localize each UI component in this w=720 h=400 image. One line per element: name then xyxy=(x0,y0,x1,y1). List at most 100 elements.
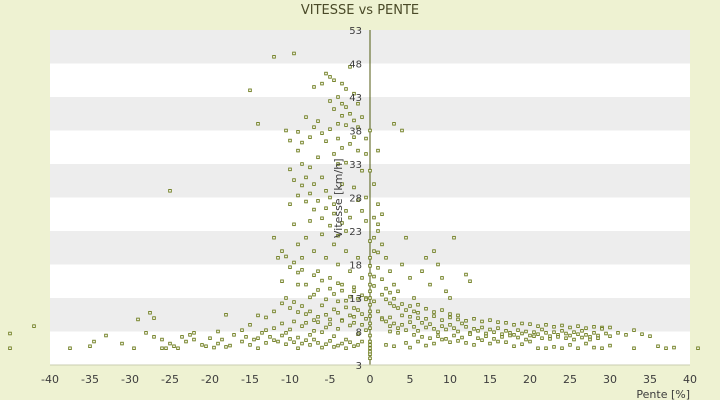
scatter-point xyxy=(228,343,232,348)
scatter-point xyxy=(132,346,136,351)
scatter-point xyxy=(304,175,308,180)
scatter-point xyxy=(288,327,292,332)
x-tick-label: 40 xyxy=(683,373,697,386)
scatter-point xyxy=(616,331,620,335)
scatter-point xyxy=(456,339,460,343)
scatter-point xyxy=(220,337,224,342)
scatter-point xyxy=(372,249,376,253)
scatter-point xyxy=(340,319,344,323)
scatter-point xyxy=(392,304,396,308)
scatter-point xyxy=(540,327,544,332)
scatter-point xyxy=(488,341,492,346)
scatter-point xyxy=(356,308,360,312)
scatter-point xyxy=(296,270,300,275)
scatter-point xyxy=(356,332,360,336)
y-tick-label: 53 xyxy=(349,26,362,37)
scatter-point xyxy=(192,331,196,335)
scatter-point xyxy=(328,317,332,322)
y-tick-label: 48 xyxy=(349,60,362,71)
scatter-point xyxy=(308,309,312,314)
scatter-point xyxy=(368,168,372,173)
scatter-point xyxy=(532,334,536,338)
scatter-point xyxy=(308,135,312,139)
scatter-point xyxy=(328,195,332,200)
scatter-point xyxy=(376,266,380,270)
scatter-point xyxy=(408,304,412,308)
scatter-point xyxy=(272,235,276,240)
scatter-point xyxy=(476,336,480,340)
scatter-point xyxy=(304,338,308,342)
scatter-point xyxy=(352,285,356,290)
scatter-point xyxy=(340,282,344,287)
scatter-point xyxy=(440,308,444,312)
scatter-point xyxy=(324,325,328,330)
scatter-point xyxy=(572,337,576,342)
scatter-point xyxy=(396,289,400,294)
scatter-point xyxy=(340,101,344,106)
scatter-point xyxy=(348,294,352,299)
scatter-point xyxy=(32,324,36,328)
scatter-point xyxy=(376,229,380,233)
scatter-point xyxy=(656,344,660,348)
scatter-point xyxy=(432,310,436,314)
scatter-point xyxy=(360,293,364,298)
scatter-point xyxy=(592,345,596,350)
scatter-point xyxy=(244,335,248,339)
scatter-point xyxy=(544,331,548,335)
scatter-point xyxy=(412,325,416,329)
scatter-point xyxy=(596,336,600,340)
scatter-point xyxy=(420,335,424,339)
scatter-point xyxy=(472,343,476,347)
scatter-point xyxy=(328,223,332,228)
scatter-point xyxy=(388,329,392,334)
scatter-point xyxy=(392,344,396,348)
scatter-point xyxy=(480,338,484,342)
scatter-point xyxy=(340,146,344,150)
scatter-point xyxy=(352,91,356,96)
scatter-point xyxy=(352,118,356,123)
scatter-point xyxy=(456,329,460,334)
scatter-point xyxy=(364,219,368,223)
scatter-point xyxy=(568,343,572,347)
scatter-point xyxy=(276,256,280,260)
y-tick-label: 8 xyxy=(356,328,362,339)
y-tick-label: 43 xyxy=(349,93,362,104)
scatter-point xyxy=(416,316,420,320)
scatter-point xyxy=(512,323,516,327)
scatter-point xyxy=(204,344,208,348)
scatter-point xyxy=(540,336,544,340)
scatter-point xyxy=(300,341,304,346)
scatter-point xyxy=(308,165,312,170)
scatter-point xyxy=(308,333,312,337)
scatter-point xyxy=(536,332,540,336)
scatter-point xyxy=(356,148,360,153)
scatter-point xyxy=(648,334,652,338)
scatter-point xyxy=(320,131,324,135)
scatter-point xyxy=(440,318,444,322)
scatter-point xyxy=(436,334,440,338)
scatter-point xyxy=(388,324,392,328)
scatter-point xyxy=(468,332,472,336)
scatter-point xyxy=(360,115,364,119)
scatter-point xyxy=(364,297,368,302)
x-tick-label: -20 xyxy=(201,373,219,386)
scatter-point xyxy=(384,343,388,347)
scatter-point xyxy=(312,207,316,212)
scatter-point xyxy=(412,333,416,337)
scatter-point xyxy=(588,335,592,339)
scatter-point xyxy=(552,345,556,349)
scatter-point xyxy=(580,329,584,333)
scatter-point xyxy=(504,340,508,344)
scatter-point xyxy=(256,346,260,351)
scatter-point xyxy=(256,313,260,318)
scatter-point xyxy=(316,199,320,203)
chart-title: VITESSE vs PENTE xyxy=(301,3,419,18)
scatter-point xyxy=(336,122,340,126)
scatter-point xyxy=(324,139,328,143)
scatter-point xyxy=(672,345,676,350)
scatter-point xyxy=(524,337,528,342)
scatter-point xyxy=(296,242,300,247)
scatter-point xyxy=(288,167,292,172)
scatter-point xyxy=(188,333,192,337)
